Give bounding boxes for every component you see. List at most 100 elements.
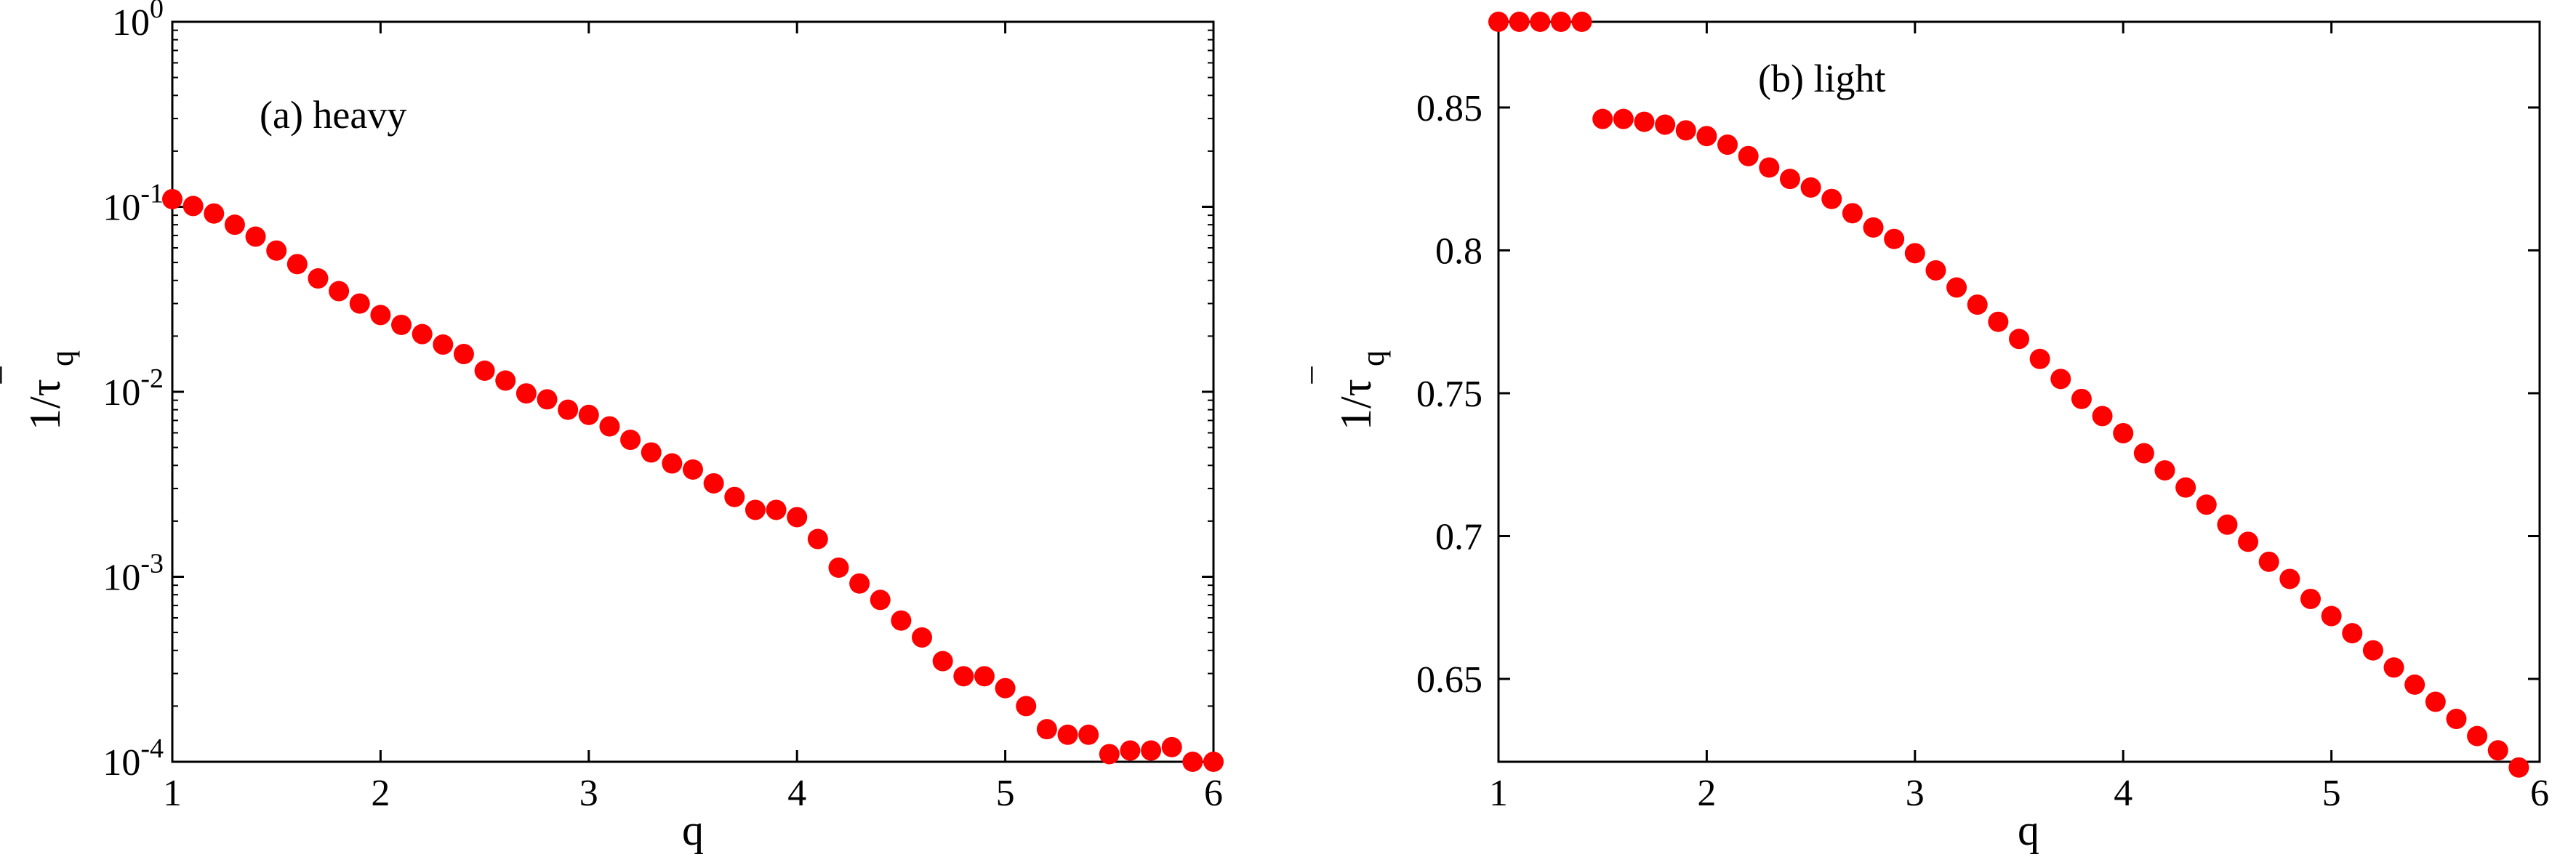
data-point xyxy=(1946,277,1967,298)
data-point xyxy=(391,314,412,335)
data-point xyxy=(891,610,912,631)
data-point xyxy=(1717,134,1738,156)
data-point xyxy=(1675,120,1696,141)
x-tick-label: 1 xyxy=(1489,773,1508,814)
x-tick-label: 1 xyxy=(163,773,182,814)
data-point xyxy=(1203,752,1224,772)
data-point xyxy=(1613,108,1634,129)
y-axis-title-main-heavy: 1/τ xyxy=(21,379,69,430)
data-point xyxy=(2300,588,2321,609)
data-point xyxy=(1036,719,1057,740)
y-tick-label: 10-1 xyxy=(103,179,164,229)
data-point xyxy=(2467,725,2488,747)
data-point xyxy=(2404,674,2425,695)
y-axis-title-heavy: 1/τ ‾ q xyxy=(0,350,80,430)
y-tick-label: 0.7 xyxy=(1435,516,1482,558)
data-point xyxy=(1655,114,1676,135)
data-point xyxy=(1057,724,1078,745)
data-point xyxy=(1988,311,2009,332)
data-point xyxy=(1696,126,1717,147)
data-point xyxy=(329,281,350,302)
data-point xyxy=(1509,12,1530,32)
data-point xyxy=(1821,188,1842,209)
data-points-light xyxy=(1488,12,2529,778)
data-point xyxy=(349,293,370,314)
data-point xyxy=(474,361,495,382)
data-point xyxy=(537,389,558,410)
panel-light: (b) light 1 2 3 4 5 6 0.65 0.7 0.75 0.8 0.85 q 1/… xyxy=(1307,12,2549,854)
data-point xyxy=(1779,169,1800,190)
data-point xyxy=(995,677,1016,699)
data-point xyxy=(266,240,287,261)
data-point xyxy=(2196,494,2217,515)
data-point xyxy=(2362,640,2383,661)
data-point xyxy=(2321,605,2342,627)
data-point xyxy=(1161,736,1182,757)
x-tick-label: 4 xyxy=(787,773,806,814)
x-tick-label: 6 xyxy=(1204,773,1223,814)
data-point xyxy=(2238,531,2259,552)
data-point xyxy=(953,666,974,687)
data-point xyxy=(1842,203,1863,224)
data-point xyxy=(974,666,995,687)
y-tick-label: 10-4 xyxy=(103,733,164,784)
x-tick-label: 3 xyxy=(579,773,598,814)
x-tick-label: 3 xyxy=(1906,773,1925,814)
y-tick-label: 0.65 xyxy=(1416,659,1482,701)
data-point xyxy=(1488,12,1509,32)
data-point xyxy=(1120,740,1141,761)
y-axis-title-main-light: 1/τ xyxy=(1332,379,1380,430)
data-point xyxy=(1078,724,1099,745)
data-point xyxy=(370,305,391,326)
data-point xyxy=(558,399,579,420)
data-point xyxy=(1884,228,1905,249)
data-point xyxy=(1904,243,1925,264)
data-point xyxy=(453,344,474,365)
y-tick-label: 0.8 xyxy=(1435,230,1482,272)
panel-heavy: (a) heavy 1 2 3 4 5 6 10-4 10-3 10-2 10-1 100 q 1… xyxy=(0,0,1224,854)
panel-label-heavy: (a) heavy xyxy=(260,93,406,137)
y-ticks-light: 0.65 0.7 0.75 0.8 0.85 xyxy=(1416,88,2540,701)
data-point xyxy=(1925,259,1946,281)
data-points-heavy xyxy=(162,188,1224,772)
data-point xyxy=(849,573,870,594)
data-point xyxy=(641,442,662,463)
data-point xyxy=(245,226,266,247)
data-point xyxy=(2113,422,2134,443)
panel-label-light: (b) light xyxy=(1758,57,1885,100)
data-point xyxy=(745,499,766,520)
data-point xyxy=(495,370,516,391)
data-point xyxy=(2009,329,2029,350)
data-point xyxy=(1863,217,1884,238)
data-point xyxy=(2050,369,2071,390)
data-point xyxy=(2279,568,2300,590)
x-tick-label: 4 xyxy=(2114,773,2132,814)
y-axis-title-sub-heavy: q xyxy=(44,350,80,366)
data-point xyxy=(787,507,808,528)
x-tick-label: 5 xyxy=(996,773,1015,814)
y-tick-label: 10-3 xyxy=(103,549,164,599)
data-point xyxy=(2175,477,2196,498)
data-point xyxy=(2217,514,2238,535)
data-point xyxy=(870,590,891,611)
data-point xyxy=(1967,294,1988,315)
y-tick-label: 100 xyxy=(112,0,164,44)
data-point xyxy=(2029,348,2050,369)
data-point xyxy=(724,486,745,507)
data-point xyxy=(703,472,724,494)
x-ticks-light: 1 2 3 4 5 6 xyxy=(1489,22,2549,814)
y-axis-title-light: 1/τ ‾ q xyxy=(1307,350,1391,430)
data-point xyxy=(2342,623,2363,644)
x-ticks-heavy: 1 2 3 4 5 6 xyxy=(163,22,1223,814)
data-point xyxy=(515,383,537,404)
data-point xyxy=(2092,406,2113,427)
data-point xyxy=(1141,740,1162,761)
plot-frame-light xyxy=(1497,20,2541,763)
data-point xyxy=(308,268,329,289)
data-point xyxy=(1571,12,1592,32)
x-tick-label: 2 xyxy=(1697,773,1716,814)
data-point xyxy=(1759,157,1780,178)
data-point xyxy=(578,404,599,425)
